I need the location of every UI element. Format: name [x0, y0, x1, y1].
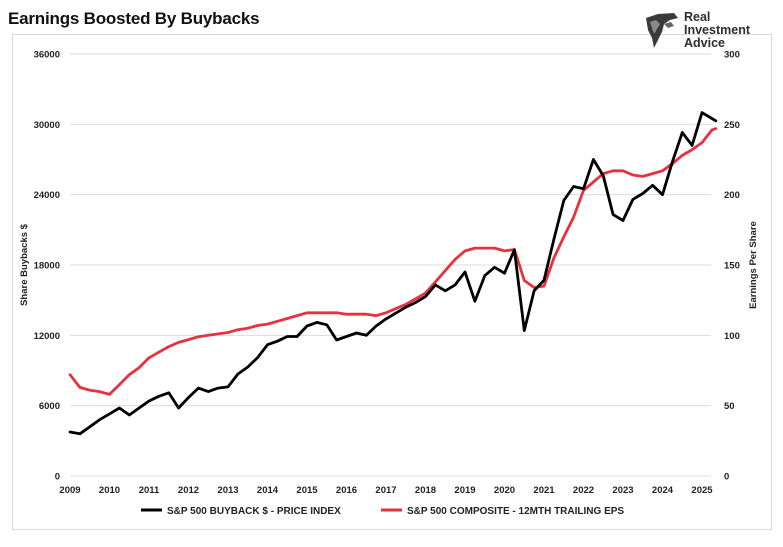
- x-tick-label: 2023: [612, 485, 633, 496]
- logo-text: Real Investment Advice: [684, 11, 750, 50]
- x-tick-label: 2020: [494, 485, 515, 496]
- left-axis-title: Share Buybacks $: [19, 223, 30, 306]
- x-tick-label: 2011: [139, 485, 160, 496]
- series-line-buyback: [68, 111, 718, 436]
- right-axis: 0 50 100 150 200 250 300: [724, 50, 740, 483]
- right-tick-label: 300: [724, 50, 740, 61]
- left-tick-label: 30000: [34, 120, 60, 131]
- x-tick-label: 2019: [454, 485, 475, 496]
- logo: Real Investment Advice: [644, 10, 754, 52]
- legend-label-eps: S&P 500 COMPOSITE - 12MTH TRAILING EPS: [407, 506, 624, 517]
- gridlines: [70, 53, 711, 477]
- x-tick-label: 2009: [59, 485, 80, 496]
- legend: S&P 500 BUYBACK $ - PRICE INDEX S&P 500 …: [141, 506, 624, 517]
- chart-frame: [12, 34, 772, 530]
- series-layer: [68, 111, 718, 436]
- chart-title: Earnings Boosted By Buybacks: [8, 9, 260, 28]
- right-tick-label: 50: [724, 401, 735, 412]
- x-tick-label: 2021: [533, 485, 555, 496]
- right-tick-label: 100: [724, 331, 740, 342]
- eagle-logo-icon: [646, 13, 678, 48]
- x-tick-label: 2015: [296, 485, 318, 496]
- left-tick-label: 6000: [39, 401, 60, 412]
- right-tick-label: 150: [724, 261, 740, 272]
- right-tick-label: 200: [724, 190, 740, 201]
- x-tick-label: 2017: [375, 485, 396, 496]
- left-tick-label: 18000: [34, 261, 60, 272]
- x-tick-label: 2024: [652, 485, 674, 496]
- legend-label-buyback: S&P 500 BUYBACK $ - PRICE INDEX: [167, 506, 341, 517]
- right-axis-title: Earnings Per Share: [748, 221, 759, 309]
- right-tick-label: 0: [724, 472, 729, 483]
- x-tick-label: 2012: [178, 485, 199, 496]
- logo-line: Investment: [684, 23, 750, 37]
- x-tick-label: 2014: [257, 485, 279, 496]
- x-tick-label: 2022: [573, 485, 594, 496]
- x-axis: 2009 2010 2011 2012 2013 2014 2015 2016 2017 2018…: [59, 485, 713, 496]
- x-tick-label: 2018: [415, 485, 436, 496]
- logo-line: Real: [684, 10, 711, 24]
- left-tick-label: 24000: [34, 190, 60, 201]
- series-line-eps: [68, 127, 718, 396]
- left-tick-label: 12000: [34, 331, 60, 342]
- x-tick-label: 2013: [217, 485, 238, 496]
- left-axis: 0 6000 12000 18000 24000 30000 36000: [34, 50, 60, 483]
- x-tick-label: 2016: [336, 485, 357, 496]
- left-tick-label: 0: [55, 472, 60, 483]
- x-tick-label: 2010: [99, 485, 120, 496]
- left-tick-label: 36000: [34, 50, 60, 61]
- x-tick-label: 2025: [691, 485, 713, 496]
- right-tick-label: 250: [724, 120, 740, 131]
- logo-line: Advice: [684, 36, 725, 50]
